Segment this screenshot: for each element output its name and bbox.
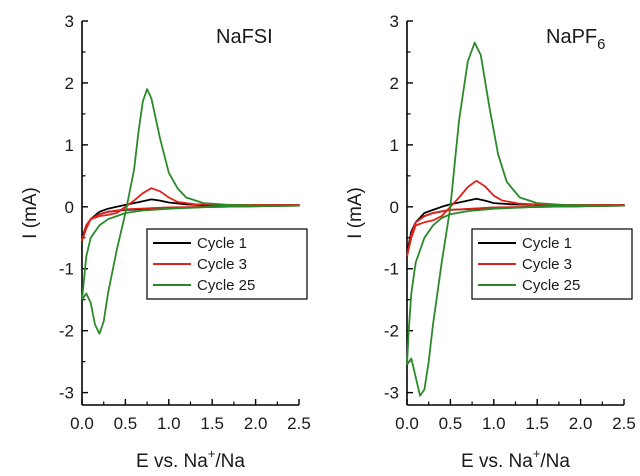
y-axis-label: I (mA)	[20, 187, 41, 239]
x-axis-label-main: E vs. Na	[136, 451, 208, 472]
x-axis-label-main: E vs. Na	[461, 451, 533, 472]
panel-napf6: -3 -2 -1 0 1 2 3 0.0 0.5 1.0 1.5 2.0 2.5 I (mA) E vs. …	[345, 12, 636, 472]
x-tick-label: 1.5	[525, 414, 549, 433]
y-tick-label: -2	[384, 322, 399, 341]
y-tick-label: -3	[384, 384, 399, 403]
legend-label: Cycle 25	[197, 277, 255, 294]
legend-label: Cycle 25	[522, 277, 580, 294]
x-tick-label: 0.5	[439, 414, 463, 433]
y-tick-label: -2	[59, 322, 74, 341]
y-tick-label: 0	[390, 198, 399, 217]
x-axis-label: E vs. Na+/Na	[461, 446, 570, 472]
x-tick-label: 1.5	[200, 414, 224, 433]
x-axis-label-tail: /Na	[540, 451, 570, 472]
y-tick-label: -1	[59, 260, 74, 279]
legend-label: Cycle 1	[522, 235, 572, 252]
panel-title-main: NaPF	[546, 26, 597, 48]
legend: Cycle 1 Cycle 3 Cycle 25	[471, 228, 633, 300]
x-tick-label: 0.0	[70, 414, 94, 433]
x-tick-label: 2.5	[612, 414, 636, 433]
legend-label: Cycle 3	[197, 256, 247, 273]
x-tick-label: 2.0	[244, 414, 268, 433]
y-tick-label: 0	[65, 198, 74, 217]
series-line-cycle-3	[406, 179, 625, 257]
x-tick-label: 2.0	[569, 414, 593, 433]
y-tick-label: 1	[390, 136, 399, 155]
panel-title: NaFSI	[216, 26, 273, 48]
x-axis-label-tail: /Na	[215, 451, 245, 472]
legend: Cycle 1 Cycle 3 Cycle 25	[146, 228, 308, 300]
series-line-cycle-3	[81, 187, 300, 242]
x-tick-label: 1.0	[482, 414, 506, 433]
y-tick-label: 1	[65, 136, 74, 155]
panel-nafsi: -3 -2 -1 0 1 2 3 0.0 0.5 1.0 1.5 2.0 2.5 I (mA) E vs. …	[20, 12, 311, 472]
y-tick-label: 2	[390, 74, 399, 93]
x-axis-label-superscript: +	[533, 446, 541, 461]
legend-label: Cycle 1	[197, 235, 247, 252]
y-tick-label: -1	[384, 260, 399, 279]
x-tick-label: 1.0	[157, 414, 181, 433]
y-tick-label: 3	[65, 12, 74, 31]
y-axis-label: I (mA)	[345, 187, 366, 239]
series-line-cycle-25	[81, 88, 300, 335]
x-axis-label: E vs. Na+/Na	[136, 446, 245, 472]
x-tick-label: 2.5	[287, 414, 311, 433]
x-tick-label: 0.0	[395, 414, 419, 433]
x-tick-label: 0.5	[114, 414, 138, 433]
series-line-cycle-25	[406, 41, 625, 397]
legend-label: Cycle 3	[522, 256, 572, 273]
y-tick-label: 3	[390, 12, 399, 31]
x-axis-label-superscript: +	[208, 446, 216, 461]
y-tick-label: 2	[65, 74, 74, 93]
panel-title: NaPF6	[546, 26, 605, 53]
y-tick-label: -3	[59, 384, 74, 403]
panel-title-subscript: 6	[597, 36, 605, 53]
